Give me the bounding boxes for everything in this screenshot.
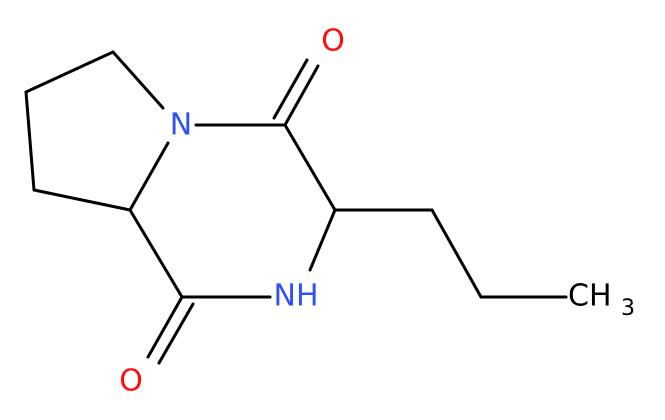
bond: [111, 50, 165, 110]
atom-subscript: 3: [621, 296, 635, 321]
atom-label: CH: [568, 279, 612, 314]
bond: [128, 141, 170, 212]
bond: [128, 208, 184, 299]
bond: [24, 90, 36, 192]
bonds: [24, 50, 568, 365]
bond: [430, 208, 483, 299]
double-bond: [283, 64, 320, 127]
atom-label: O: [321, 24, 345, 59]
double-bond: [146, 295, 184, 359]
bond: [24, 50, 115, 94]
double-bond: [272, 58, 309, 120]
double-bond: [157, 302, 195, 365]
atom-label: N: [170, 108, 192, 143]
atom-label: O: [119, 364, 143, 399]
bond: [32, 188, 132, 212]
bond: [283, 123, 337, 212]
bond: [308, 208, 337, 272]
atom-label: NH: [274, 279, 319, 314]
